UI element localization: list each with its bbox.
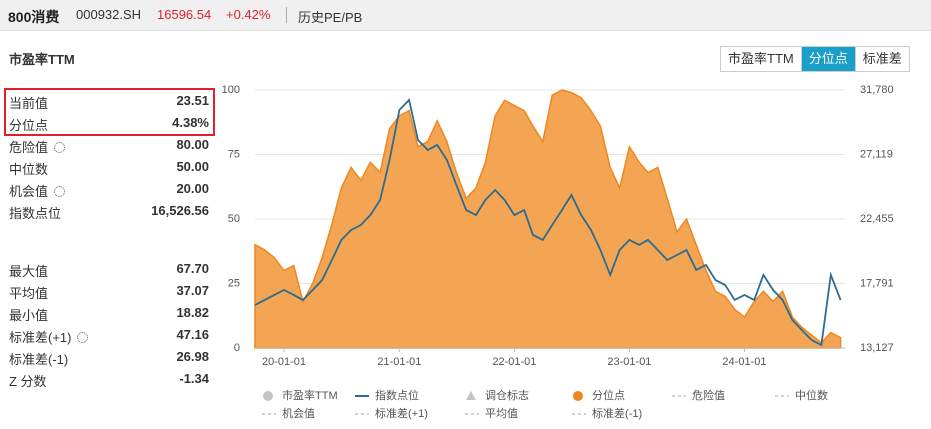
stat-row: 中位数 50.00 [9,156,209,178]
stat-row: 危险值 80.00 [9,134,209,156]
stat-label-text: 最小值 [9,308,49,323]
stat-label-text: 危险值 [9,140,49,155]
y-tick-label: 0 [234,342,240,354]
y2-tick-label: 22,455 [860,213,894,225]
stat-label: 机会值 [9,181,66,200]
stat-label: 最大值 [9,261,48,280]
stat-row: 标准差(+1) 47.16 [9,324,209,346]
stat-label: 中位数 [9,159,48,178]
highlight-box [4,88,215,136]
legend-label[interactable]: 市盈率TTM [282,388,338,402]
index-change: +0.42% [226,7,271,22]
settings-icon[interactable] [77,332,89,343]
stat-value: 26.98 [176,349,209,364]
legend-label[interactable]: 调仓标志 [485,388,529,402]
stat-value: 16,526.56 [151,203,209,218]
legend-label[interactable]: 标准差(-1) [592,406,642,420]
stat-value: 47.16 [176,327,209,342]
y2-tick-label: 13,127 [860,342,894,354]
x-tick-label: 20-01-01 [262,356,306,368]
stat-value: 67.70 [176,261,209,276]
stat-label-text: 标准差(+1) [9,330,72,345]
header-bar: 800消费 000932.SH 16596.54 +0.42% 历史PE/PB [0,0,931,31]
line [254,98,842,347]
stat-row: 当前值 23.51 [9,90,209,112]
index-price: 16596.54 [157,7,212,22]
settings-icon[interactable] [54,186,66,197]
stat-row: 标准差(-1) 26.98 [9,346,209,368]
y-tick-label: 50 [228,213,240,225]
stat-value: 37.07 [176,283,209,298]
separator [286,7,287,23]
stat-row: 分位点 4.38% [9,112,209,134]
stat-label-text: 中位数 [9,162,49,177]
stat-value: 20.00 [176,181,209,196]
stat-value: 80.00 [176,137,209,152]
legend-marker [466,391,476,400]
stat-label-text: 平均值 [9,286,49,301]
legend-label[interactable]: 中位数 [795,388,828,402]
stat-label: 最小值 [9,305,48,324]
legend-label[interactable]: 标准差(+1) [375,406,428,420]
y2-tick-label: 27,119 [860,148,893,160]
legend-label[interactable]: 危险值 [692,388,725,402]
stat-label-text: 机会值 [9,184,49,199]
stat-label-text: Z 分数 [9,374,47,389]
y2-tick-label: 17,791 [860,277,894,289]
metric-button[interactable]: 标准差 [854,47,909,71]
stat-value: 23.51 [176,93,209,108]
x-tick-label: 22-01-01 [492,356,536,368]
area [254,89,842,349]
stat-value: 4.38% [172,115,209,130]
stat-label-text: 当前值 [9,96,49,111]
stat-label: 标准差(+1) [9,327,89,346]
stat-label-text: 最大值 [9,264,49,279]
stat-label: 危险值 [9,137,66,156]
legend-marker [573,391,583,401]
stat-row: 机会值 20.00 [9,178,209,200]
legend-label[interactable]: 分位点 [592,388,625,402]
metric-button[interactable]: 分位点 [800,47,855,71]
stat-label: 标准差(-1) [9,349,68,368]
stat-label: Z 分数 [9,371,47,390]
legend-label[interactable]: 平均值 [485,407,518,420]
stat-row: 最大值 67.70 [9,258,209,280]
panel-title: 市盈率TTM [9,52,75,67]
index-code: 000932.SH [76,7,142,22]
stat-row: 平均值 37.07 [9,280,209,302]
y-tick-label: 25 [228,277,240,289]
y2-tick-label: 31,780 [860,84,894,96]
legend-label[interactable]: 指数点位 [375,388,419,402]
index-name: 800消费 [8,9,60,25]
stat-value: -1.34 [179,371,209,386]
settings-icon[interactable] [54,142,66,153]
page-tab[interactable]: 历史PE/PB [298,10,363,25]
legend-label[interactable]: 机会值 [282,406,315,420]
y-tick-label: 100 [222,84,240,96]
x-tick-label: 24-01-01 [722,356,766,368]
stat-label: 指数点位 [9,203,61,222]
stat-label: 当前值 [9,93,48,112]
x-tick-label: 21-01-01 [377,356,421,368]
stat-label-text: 分位点 [9,118,49,133]
stat-label-text: 标准差(-1) [9,352,69,367]
stat-label: 分位点 [9,115,48,134]
stat-row: Z 分数 -1.34 [9,368,209,390]
metric-button[interactable]: 市盈率TTM [728,51,794,66]
x-tick-label: 23-01-01 [607,356,651,368]
stat-row: 指数点位 16,526.56 [9,200,209,222]
y-tick-label: 75 [228,148,240,160]
stat-value: 18.82 [176,305,209,320]
legend-marker [263,391,273,401]
stat-label-text: 指数点位 [9,206,62,221]
metric-buttons: 市盈率TTM 分位点 标准差 [720,46,910,72]
stat-value: 50.00 [176,159,209,174]
stat-row: 最小值 18.82 [9,302,209,324]
stat-label: 平均值 [9,283,48,302]
